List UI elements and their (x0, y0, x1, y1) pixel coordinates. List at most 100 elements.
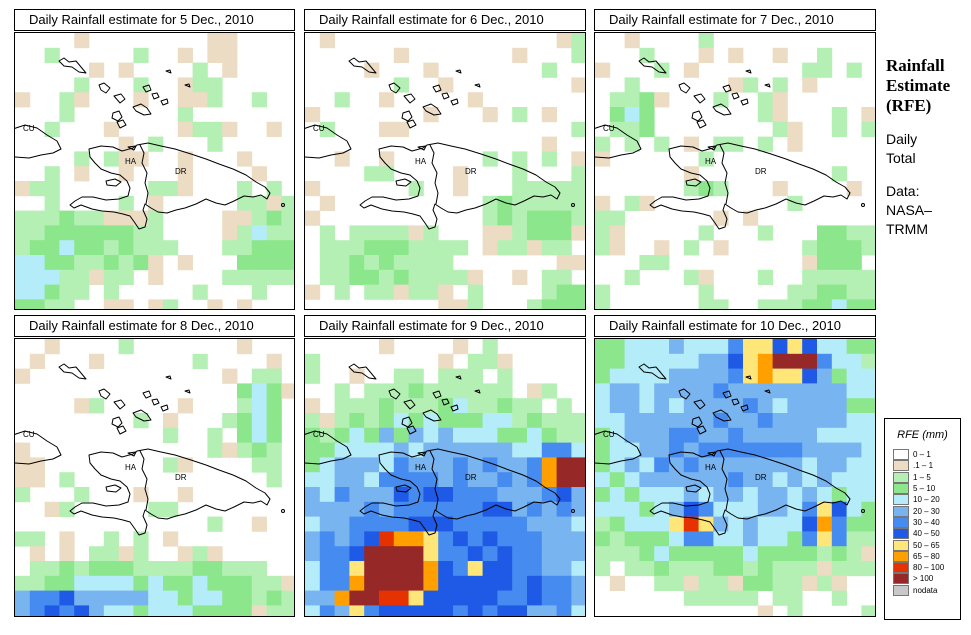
rainfall-cell (29, 269, 45, 285)
rainfall-cell (163, 427, 179, 443)
rainfall-cell (29, 472, 45, 488)
rainfall-cell (453, 299, 469, 309)
rainfall-cell (364, 413, 380, 429)
rainfall-cell (861, 339, 875, 355)
rainfall-cell (595, 210, 611, 226)
rainfall-cell (817, 561, 833, 577)
rainfall-cell (408, 427, 424, 443)
rainfall-cell (556, 195, 572, 211)
rainfall-cell (74, 77, 90, 93)
rainfall-cell (482, 561, 498, 577)
cuba-outline (305, 124, 352, 159)
rainfall-cell (497, 516, 513, 532)
rainfall-cell (802, 516, 818, 532)
rainfall-cell (743, 501, 759, 517)
rainfall-cell (163, 605, 179, 616)
rainfall-cell (541, 413, 557, 429)
rainfall-cell (831, 487, 847, 503)
rainfall-cell (379, 427, 395, 443)
tortuga-island-outline (127, 145, 137, 151)
rainfall-cell (802, 77, 818, 93)
rainfall-cell (482, 575, 498, 591)
rainfall-cell (305, 181, 321, 197)
rainfall-cell (118, 546, 134, 562)
country-label-ha: HA (125, 157, 137, 166)
rainfall-cell (787, 546, 803, 562)
rainfall-cell (512, 531, 528, 547)
rainfall-cell (595, 398, 611, 414)
rainfall-cell (163, 561, 179, 577)
rainfall-cell (743, 339, 759, 355)
rainfall-cell (467, 92, 483, 108)
legend-swatch (893, 539, 909, 551)
rainfall-cell (103, 269, 119, 285)
rainfall-cell (364, 472, 380, 488)
rainfall-cell (319, 255, 335, 271)
rainfall-cell (482, 516, 498, 532)
rainfall-cell (654, 575, 670, 591)
rainfall-cell (624, 561, 640, 577)
rainfall-cell (192, 92, 208, 108)
rainfall-cell (772, 368, 788, 384)
rainfall-cell (772, 561, 788, 577)
rainfall-cell (319, 195, 335, 211)
rainfall-cell (334, 516, 350, 532)
tortuga-island-outline (707, 145, 717, 151)
rainfall-cell (624, 92, 640, 108)
rainfall-cell (654, 427, 670, 443)
rainfall-cell (556, 181, 572, 197)
cuba-outline (595, 124, 642, 159)
rainfall-cell (497, 457, 513, 473)
rainfall-cell (846, 501, 862, 517)
island-outline (403, 399, 416, 410)
rainfall-cell (192, 62, 208, 78)
rainfall-cell (59, 255, 75, 271)
rainfall-cell (527, 472, 543, 488)
rainfall-cell (683, 269, 699, 285)
rainfall-cell (639, 472, 655, 488)
rainfall-cell (624, 487, 640, 503)
rainfall-cell (698, 413, 714, 429)
rainfall-cell (379, 166, 395, 182)
rainfall-cell (89, 62, 105, 78)
rainfall-cell (44, 166, 60, 182)
rainfall-cell (237, 383, 253, 399)
rainfall-map: CU HA DR (304, 338, 586, 617)
rainfall-cell (364, 427, 380, 443)
rainfall-cell (148, 181, 164, 197)
rainfall-cell (438, 284, 454, 300)
rainfall-cell (177, 575, 193, 591)
rainfall-cell (497, 240, 513, 256)
rainfall-cell (408, 284, 424, 300)
rainfall-cell (334, 531, 350, 547)
country-label-cu: CU (603, 430, 615, 439)
rainfall-cell (334, 590, 350, 606)
rainfall-cell (163, 575, 179, 591)
rainfall-cell (595, 472, 611, 488)
island-outline (116, 119, 127, 129)
rainfall-cell (556, 575, 572, 591)
rainfall-map: CU HA DR (304, 32, 586, 310)
rainfall-cell (334, 561, 350, 577)
rainfall-cell (556, 210, 572, 226)
rainfall-cell (787, 472, 803, 488)
rainfall-cell (74, 398, 90, 414)
rainfall-cell (639, 255, 655, 271)
rainfall-cell (379, 225, 395, 241)
rainfall-cell (817, 398, 833, 414)
rainfall-cell (423, 413, 439, 429)
rainfall-cell (817, 383, 833, 399)
rainfall-cell (364, 225, 380, 241)
rainfall-cell (393, 269, 409, 285)
rainfall-cell (192, 77, 208, 93)
rainfall-cell (423, 487, 439, 503)
rainfall-cell (757, 575, 773, 591)
rainfall-cell (698, 269, 714, 285)
rainfall-cell (251, 225, 267, 241)
rainfall-cell (89, 210, 105, 226)
rainfall-cell (624, 77, 640, 93)
rainfall-cell (787, 121, 803, 137)
rainfall-cell (846, 383, 862, 399)
gonave-island-outline (105, 178, 122, 187)
gonave-island-outline (395, 178, 412, 187)
